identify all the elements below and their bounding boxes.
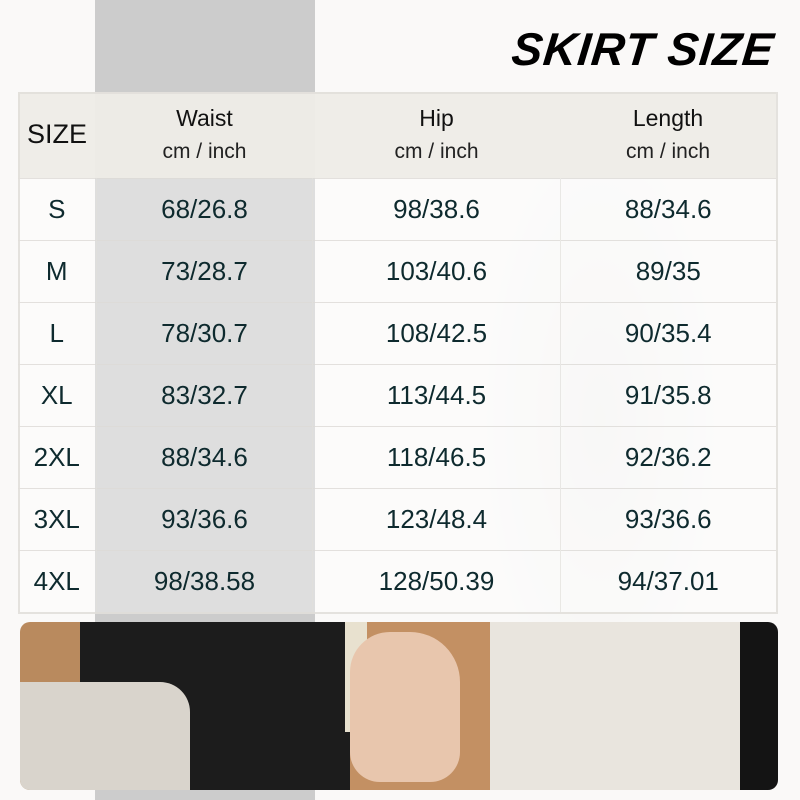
header-size: SIZE [26,119,87,150]
cell-length: 94/37.01 [559,550,776,612]
cell-size: L [18,302,96,364]
cell-hip: 108/42.5 [312,302,561,364]
cell-waist: 88/34.6 [95,426,313,488]
cell-waist: 93/36.6 [95,488,313,550]
cell-hip: 103/40.6 [312,240,561,302]
header-hip: Hip cm / inch [313,92,560,178]
cell-hip: 113/44.5 [312,364,561,426]
chart-title: SKIRT SIZE [509,23,777,75]
header-length: Length cm / inch [560,92,776,178]
header-row: SIZE Waist cm / inch Hip cm / inch Length c… [18,92,776,178]
cell-length: 89/35 [559,240,776,302]
table-row: S 68/26.8 98/38.6 88/34.6 [18,178,776,240]
cell-size: S [18,178,96,240]
header-unit: cm / inch [162,140,247,164]
cell-hip: 123/48.4 [312,488,561,550]
tailoring-photo [20,622,778,790]
cell-size: 3XL [18,488,96,550]
cell-size: XL [18,364,96,426]
table-row: M 73/28.7 103/40.6 89/35 [18,240,776,302]
cell-waist: 83/32.7 [95,364,313,426]
sewing-machine [20,682,190,790]
cell-waist: 78/30.7 [95,302,313,364]
hand [350,632,460,782]
header-label: Hip [419,105,454,132]
cell-length: 93/36.6 [559,488,776,550]
cell-waist: 73/28.7 [95,240,313,302]
cell-length: 91/35.8 [559,364,776,426]
header-label: Length [632,105,704,132]
cell-size: 2XL [18,426,96,488]
cell-hip: 98/38.6 [312,178,561,240]
cell-length: 92/36.2 [559,426,776,488]
header-unit: cm / inch [626,140,711,164]
cell-waist: 98/38.58 [95,550,313,612]
cell-hip: 118/46.5 [312,426,561,488]
table-row: XL 83/32.7 113/44.5 91/35.8 [18,364,776,426]
header-waist: Waist cm / inch [96,92,313,178]
header-unit: cm / inch [394,140,479,164]
cell-size: M [18,240,96,302]
cell-hip: 128/50.39 [312,550,561,612]
cell-size: 4XL [18,550,96,612]
cell-waist: 68/26.8 [95,178,313,240]
table-row: 2XL 88/34.6 118/46.5 92/36.2 [18,426,776,488]
cell-length: 90/35.4 [559,302,776,364]
size-table: SIZE Waist cm / inch Hip cm / inch Length c… [18,92,776,612]
header-label: Waist [176,105,233,132]
cell-length: 88/34.6 [559,178,776,240]
table-row: 4XL 98/38.58 128/50.39 94/37.01 [18,550,776,612]
table-row: L 78/30.7 108/42.5 90/35.4 [18,302,776,364]
table-row: 3XL 93/36.6 123/48.4 93/36.6 [18,488,776,550]
